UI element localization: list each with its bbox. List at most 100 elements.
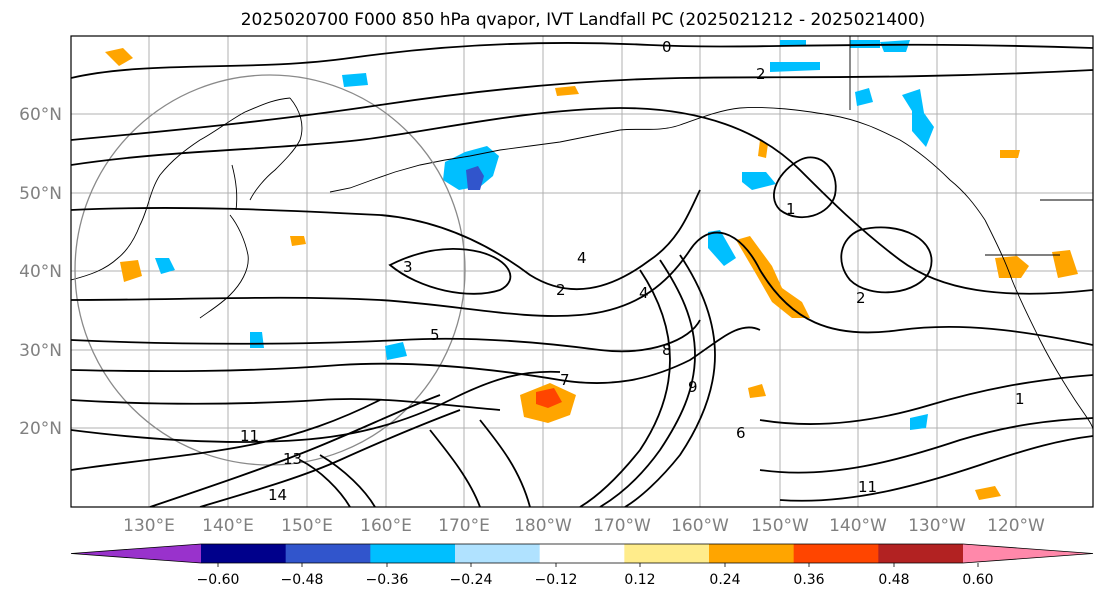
- contour-label: 7: [560, 371, 570, 389]
- colorbar-tick-label: −0.24: [450, 572, 493, 588]
- ivt-contours: [71, 42, 1093, 507]
- colorbar-swatch: [285, 544, 371, 563]
- contour-line: [71, 370, 561, 443]
- negative-anomaly-patch: [855, 88, 873, 106]
- asia-coastline: [71, 97, 291, 281]
- colorbar-ticks: −0.60 −0.48 −0.36 −0.24 −0.12 0.12 0.24 0.36 0.4…: [197, 563, 994, 588]
- contour-line: [479, 419, 531, 507]
- latitude-label: 60°N: [19, 105, 62, 125]
- qvapor-shading: [105, 40, 1078, 500]
- positive-anomaly-patch: [105, 48, 133, 66]
- negative-anomaly-patch: [342, 73, 368, 87]
- contour-label: 4: [577, 249, 587, 267]
- contour-label: 2: [756, 65, 766, 83]
- contour-line: [71, 189, 701, 291]
- positive-anomaly-patch-strong: [536, 388, 562, 408]
- positive-anomaly-patch: [1000, 150, 1020, 158]
- colorbar-swatch: [793, 544, 879, 563]
- contour-line: [599, 259, 696, 507]
- contour-label: 14: [268, 486, 287, 504]
- contour-line: [199, 409, 461, 507]
- colorbar-tick-label: −0.48: [281, 572, 324, 588]
- contour-label: 4: [639, 284, 649, 302]
- negative-anomaly-patch: [385, 342, 407, 360]
- colorbar-tick-label: 0.12: [624, 572, 655, 588]
- positive-anomaly-patch: [120, 260, 142, 282]
- map-content: 0 2 1 2 4 3 5 4 2 8 9 6 1 11 13 14 11 7: [71, 36, 1093, 507]
- colorbar-outline: [70, 543, 1094, 564]
- north-america-coastline: [984, 219, 1093, 431]
- contour-label: 6: [736, 424, 746, 442]
- positive-anomaly-patch: [736, 236, 810, 318]
- negative-anomaly-patch: [770, 62, 820, 72]
- longitude-label: 150°W: [751, 516, 809, 536]
- negative-anomaly-patch: [902, 89, 934, 147]
- positive-anomaly-patch: [975, 486, 1001, 500]
- positive-anomaly-patch: [748, 384, 766, 398]
- contour-line: [71, 319, 701, 353]
- longitude-label: 170°W: [593, 516, 651, 536]
- longitude-label: 150°E: [281, 516, 333, 536]
- contour-line: [71, 69, 1093, 141]
- positive-anomaly-patch: [290, 236, 306, 246]
- negative-anomaly-patch: [910, 414, 928, 430]
- contour-line: [624, 254, 716, 507]
- contour-line: [429, 429, 481, 507]
- contour-line: [759, 417, 1093, 474]
- negative-anomaly-patch: [155, 258, 175, 274]
- contour-label: 2: [856, 289, 866, 307]
- colorbar-tick-label: −0.60: [197, 572, 240, 588]
- contour-line: [773, 156, 837, 219]
- negative-anomaly-patch: [880, 40, 910, 52]
- contour-line: [388, 247, 512, 295]
- contour-line: [71, 399, 381, 471]
- positive-anomaly-patch: [758, 140, 768, 158]
- map-frame: [70, 35, 1094, 508]
- latitude-label: 30°N: [19, 341, 62, 361]
- negative-anomaly-patch: [443, 146, 499, 190]
- negative-anomaly-patch-strong: [466, 166, 484, 190]
- sakhalin-island: [231, 164, 238, 211]
- alaska-coastline: [619, 107, 986, 221]
- canada-border: [849, 36, 1093, 256]
- colorbar-swatch: [878, 544, 964, 563]
- contour-line: [779, 435, 1093, 502]
- figure-title: 2025020700 F000 850 hPa qvapor, IVT Land…: [241, 10, 926, 30]
- contour-label: 9: [688, 378, 698, 396]
- contour-line: [840, 226, 933, 294]
- colorbar: [70, 543, 1094, 564]
- longitude-label: 140°E: [202, 516, 254, 536]
- longitude-label: 180°W: [514, 516, 572, 536]
- longitude-label: 130°W: [908, 516, 966, 536]
- colorbar-tick-label: 0.36: [793, 572, 824, 588]
- positive-anomaly-patch: [1052, 250, 1078, 278]
- longitude-label: 120°W: [987, 516, 1045, 536]
- latitude-label: 50°N: [19, 184, 62, 204]
- negative-anomaly-patch: [780, 40, 806, 46]
- contour-label: 8: [662, 341, 672, 359]
- latitude-label: 40°N: [19, 262, 62, 282]
- colorbar-tick-label: −0.12: [535, 572, 578, 588]
- colorbar-swatch: [709, 544, 795, 563]
- contour-line: [579, 269, 671, 507]
- contour-label: 5: [430, 326, 440, 344]
- longitude-label: 170°E: [438, 516, 490, 536]
- colorbar-extension-max: [963, 544, 1093, 563]
- coastlines: [71, 36, 1093, 431]
- contour-line: [71, 42, 1093, 79]
- contour-label: 11: [240, 427, 259, 445]
- contour-label: 0: [662, 38, 672, 56]
- colorbar-swatch: [370, 544, 456, 563]
- negative-anomaly-patch: [250, 332, 264, 348]
- contour-label: 1: [786, 200, 796, 218]
- colorbar-swatch: [624, 544, 710, 563]
- latitude-labels: 60°N 50°N 40°N 30°N 20°N: [19, 105, 62, 439]
- contour-label: 3: [403, 258, 413, 276]
- contour-label: 13: [283, 450, 302, 468]
- longitude-label: 160°E: [360, 516, 412, 536]
- colorbar-tick-label: 0.48: [878, 572, 909, 588]
- colorbar-tick-label: −0.36: [366, 572, 409, 588]
- contour-line: [149, 394, 441, 507]
- colorbar-swatch: [201, 544, 287, 563]
